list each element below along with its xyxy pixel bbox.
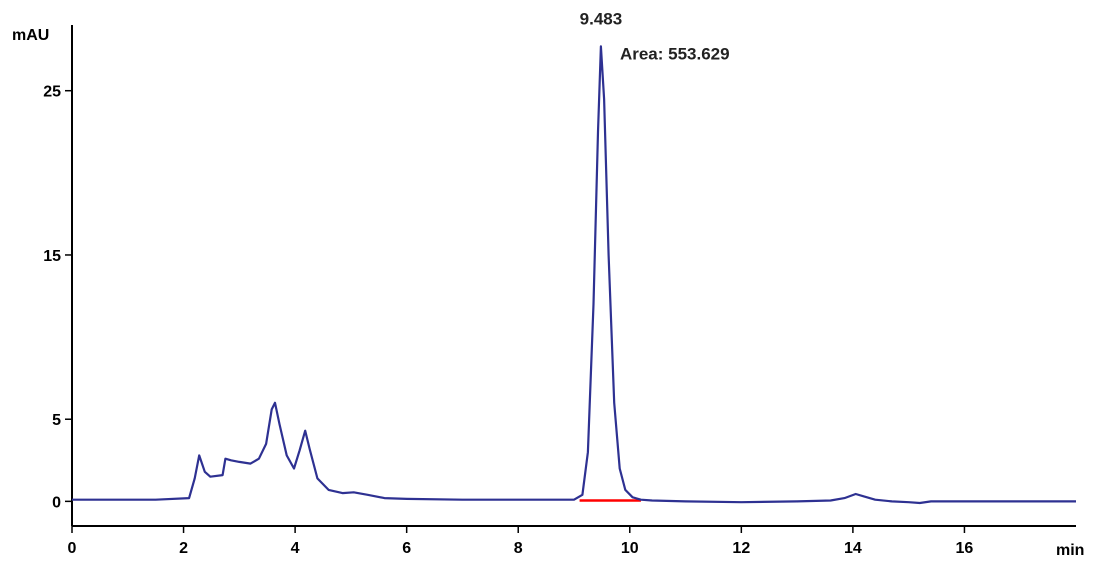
x-tick-label: 10 [621,540,639,557]
x-tick-label: 0 [68,540,77,557]
x-tick-label: 6 [402,540,411,557]
y-axis-unit-label: mAU [12,27,49,44]
x-tick-label: 16 [956,540,974,557]
x-tick-label: 2 [179,540,188,557]
y-tick-label: 15 [43,248,61,265]
x-tick-label: 4 [291,540,300,557]
peak-area-label: Area: 553.629 [620,44,730,63]
chromatogram-trace [72,45,1076,505]
peak-retention-time-label: 9.483 [580,9,623,28]
x-axis-unit-label: min [1056,542,1084,559]
x-tick-label: 12 [732,540,750,557]
x-axis-ticks: 0 2 4 6 8 10 12 14 16 [68,526,974,557]
y-tick-label: 0 [52,494,61,511]
x-tick-label: 14 [844,540,862,557]
y-tick-label: 5 [52,412,61,429]
y-tick-label: 25 [43,84,61,101]
x-tick-label: 8 [514,540,523,557]
y-axis-ticks: 0 5 15 25 [43,84,72,511]
